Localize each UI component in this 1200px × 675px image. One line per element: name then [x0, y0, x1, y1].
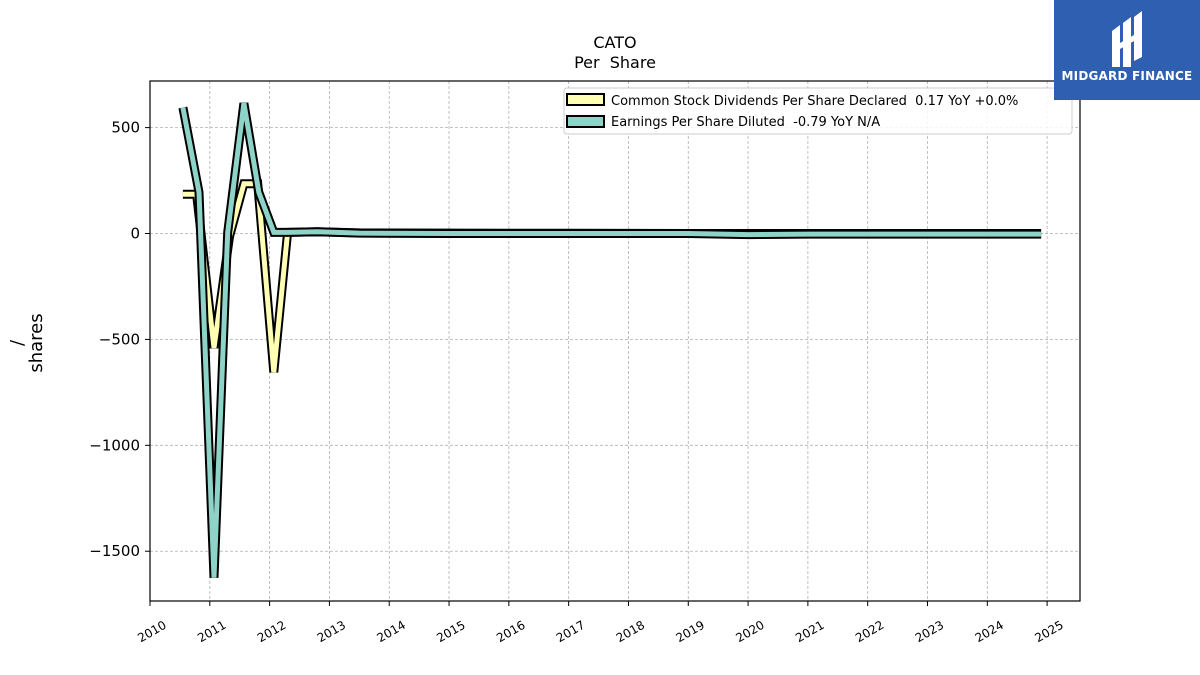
x-tick-label: 2011	[195, 618, 228, 645]
x-tick-label: 2023	[913, 618, 946, 645]
x-tick-label: 2022	[853, 618, 886, 645]
legend-box	[563, 87, 1073, 135]
y-tick-label: −1000	[89, 436, 140, 454]
x-tick-label: 2018	[614, 618, 647, 645]
x-tick-label: 2015	[434, 618, 467, 645]
x-tick-label: 2013	[315, 618, 348, 645]
x-tick-label: 2012	[255, 618, 288, 645]
legend-swatch-dividends	[566, 93, 605, 106]
y-axis-label-line2: shares	[26, 313, 47, 372]
legend-label-eps: Earnings Per Share Diluted -0.79 YoY N/A	[611, 115, 880, 130]
gridlines	[149, 81, 1080, 601]
x-tick-label: 2017	[554, 618, 587, 645]
x-tick-label: 2020	[733, 618, 766, 645]
series-dividends-line-outline	[182, 179, 1042, 373]
x-tick-label: 2021	[793, 618, 826, 645]
x-tick-label: 2025	[1032, 618, 1065, 645]
x-tick-label: 2019	[674, 618, 707, 645]
y-axis-label: / shares	[7, 313, 47, 372]
series-lines	[178, 102, 1042, 578]
y-tick-label: 500	[111, 119, 140, 137]
legend-swatch-eps	[566, 115, 605, 128]
plot-frame	[149, 80, 1081, 602]
y-axis-label-line1: /	[7, 339, 28, 346]
series-eps-line-outline	[178, 102, 1042, 578]
x-tick-label: 2010	[135, 618, 168, 645]
midgard-finance-logo: MIDGARD FINANCE	[1054, 0, 1200, 100]
y-tick-label: −500	[99, 330, 140, 348]
logo-mark-icon	[1112, 11, 1142, 67]
x-tick-label: 2016	[494, 618, 527, 645]
x-tick-label: 2014	[375, 618, 408, 645]
series-eps-line	[180, 102, 1042, 578]
legend: Common Stock Dividends Per Share Declare…	[563, 87, 1073, 135]
chart-subtitle: Per Share	[574, 53, 656, 72]
y-axis-ticks: 500 0 −500 −1000 −1500	[89, 119, 150, 560]
y-tick-label: 0	[130, 225, 140, 243]
legend-label-dividends: Common Stock Dividends Per Share Declare…	[611, 94, 1018, 109]
x-tick-label: 2024	[973, 618, 1006, 645]
y-tick-label: −1500	[89, 542, 140, 560]
chart-title: CATO	[593, 33, 636, 52]
logo-text: MIDGARD FINANCE	[1061, 69, 1193, 83]
x-axis-ticks: 2010 2011 2012 2013 2014 2015 2016 2017 2018 2019…	[135, 601, 1066, 645]
series-dividends-line	[182, 181, 1042, 373]
